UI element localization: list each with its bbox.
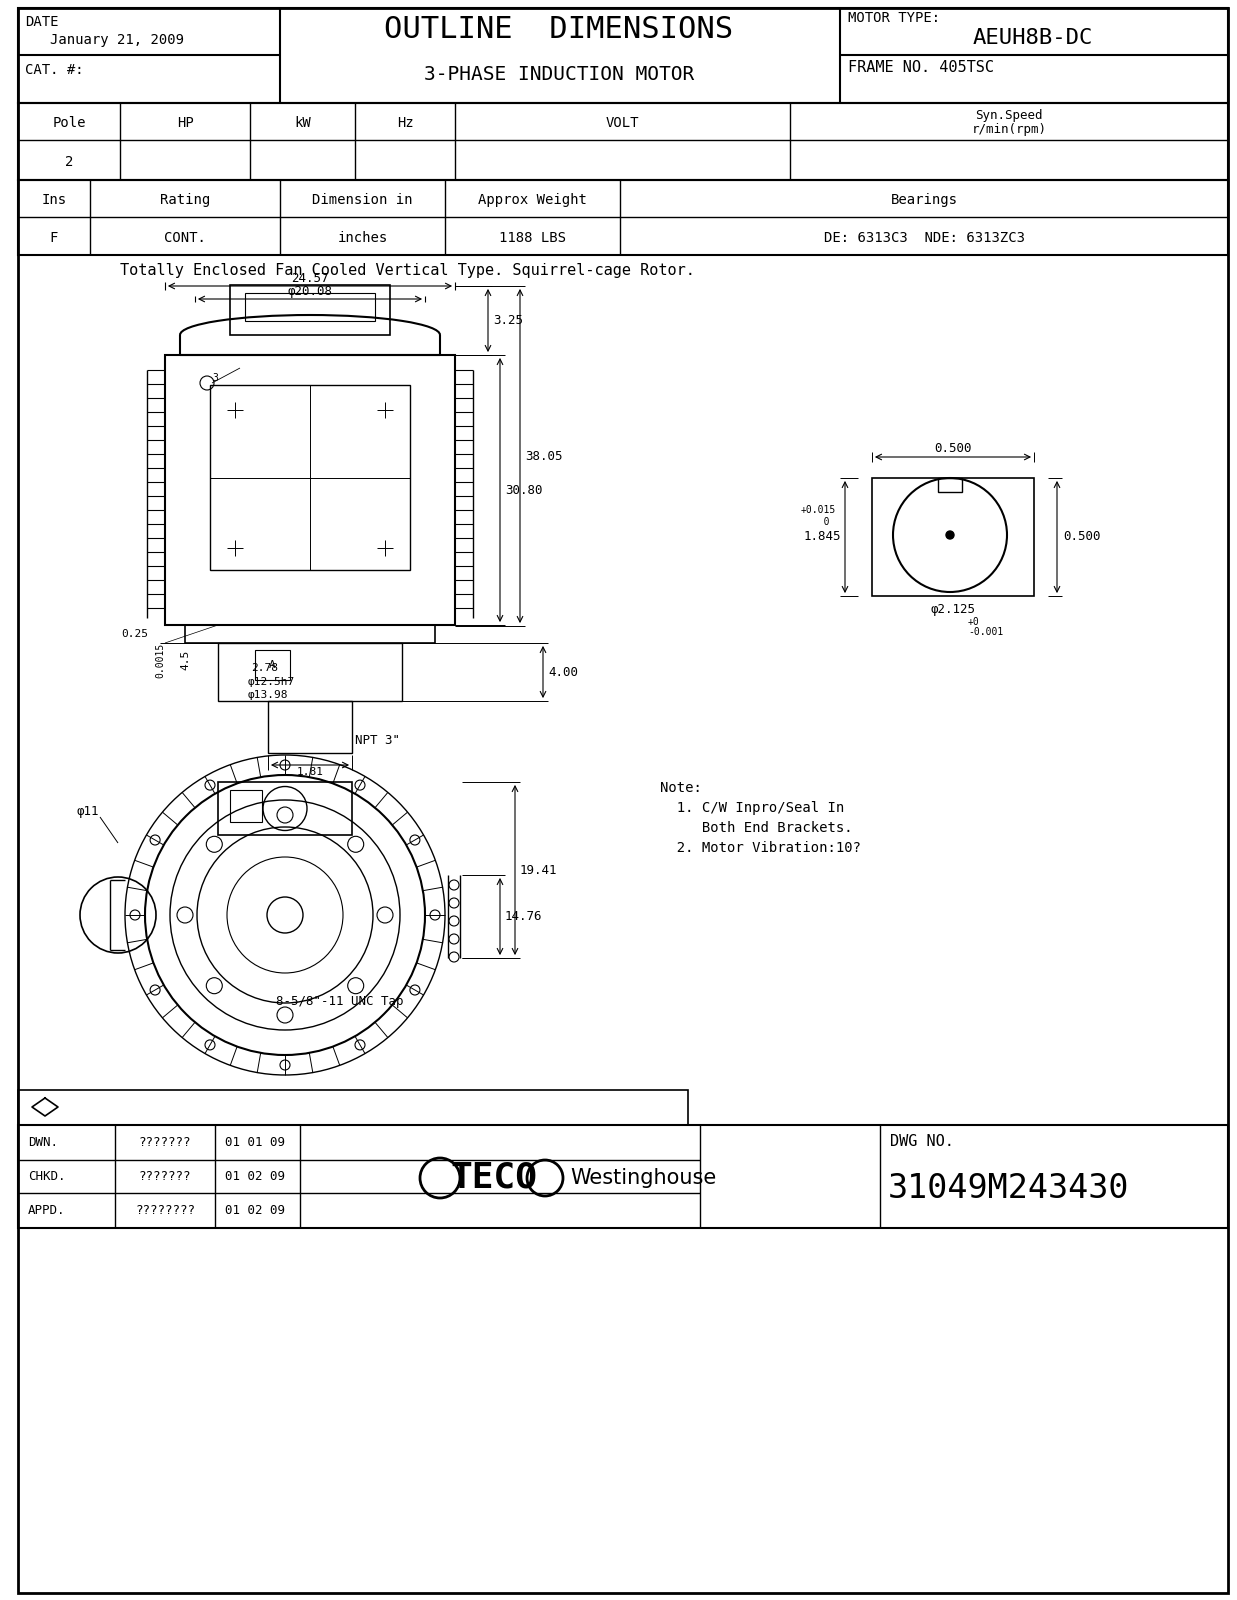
Bar [19, 1090, 688, 1125]
Text: Both End Brackets.: Both End Brackets. [661, 821, 852, 835]
Text: 3-PHASE INDUCTION MOTOR: 3-PHASE INDUCTION MOTOR [424, 66, 694, 85]
Text: Rating: Rating [160, 194, 210, 206]
Text: 8-5/8"-11 UNC Tap: 8-5/8"-11 UNC Tap [276, 995, 403, 1008]
Text: 0.25: 0.25 [121, 629, 148, 638]
Text: φ20.08: φ20.08 [287, 285, 333, 299]
Text: 1.845: 1.845 [804, 531, 841, 544]
Bar [19, 179, 1228, 254]
Bar [19, 1125, 1228, 1229]
Text: Hz: Hz [397, 117, 413, 130]
Bar [245, 293, 375, 322]
Text: 31049M243430: 31049M243430 [888, 1171, 1129, 1205]
Text: ???????: ??????? [139, 1136, 192, 1149]
Text: CHKD.: CHKD. [28, 1170, 66, 1182]
Text: 1. C/W Inpro/Seal In: 1. C/W Inpro/Seal In [661, 802, 844, 814]
Text: NPT 3": NPT 3" [355, 733, 400, 747]
Text: Pole: Pole [52, 117, 85, 130]
Text: 01 02 09: 01 02 09 [225, 1203, 285, 1216]
Text: MOTOR TYPE:: MOTOR TYPE: [849, 11, 940, 26]
Text: TECO: TECO [450, 1162, 537, 1195]
Bar [230, 285, 390, 334]
Text: ???????: ??????? [139, 1170, 192, 1182]
Bar [218, 782, 353, 835]
Text: OUTLINE  DIMENSIONS: OUTLINE DIMENSIONS [385, 16, 734, 45]
Text: 2.78: 2.78 [251, 662, 278, 674]
Text: 0.500: 0.500 [934, 442, 972, 454]
Text: 01 01 09: 01 01 09 [225, 1136, 285, 1149]
Text: -0.001: -0.001 [969, 627, 1003, 637]
Bar [218, 643, 402, 701]
Text: φ13.98: φ13.98 [247, 690, 288, 701]
Text: 14.76: 14.76 [505, 909, 543, 923]
Bar [19, 8, 1228, 102]
Text: ????????: ???????? [135, 1203, 195, 1216]
Text: Syn.Speed: Syn.Speed [975, 109, 1043, 123]
Text: +0: +0 [969, 618, 980, 627]
Text: 3.25: 3.25 [494, 314, 523, 326]
Text: 19.41: 19.41 [520, 864, 558, 877]
Text: 38.05: 38.05 [524, 450, 563, 462]
Text: 3: 3 [212, 373, 218, 382]
Text: DWN.: DWN. [28, 1136, 58, 1149]
Bar [230, 790, 262, 822]
Text: Totally Enclosed Fan Cooled Vertical Type. Squirrel-cage Rotor.: Totally Enclosed Fan Cooled Vertical Typ… [120, 262, 695, 277]
Text: DWG NO.: DWG NO. [889, 1134, 954, 1149]
Text: Dimension in: Dimension in [312, 194, 413, 206]
Text: 2: 2 [64, 155, 73, 170]
Text: 4.00: 4.00 [548, 666, 578, 678]
Text: 1188 LBS: 1188 LBS [499, 230, 567, 245]
Text: 0.0015: 0.0015 [155, 642, 165, 678]
Bar [165, 355, 455, 626]
Text: inches: inches [338, 230, 387, 245]
Text: 1.81: 1.81 [297, 766, 324, 778]
Text: Note:: Note: [661, 781, 701, 795]
Text: CONT.: CONT. [165, 230, 205, 245]
Text: 0: 0 [807, 517, 830, 526]
Text: AEUH8B-DC: AEUH8B-DC [972, 27, 1094, 48]
Bar [19, 102, 1228, 179]
Text: Ins: Ins [41, 194, 67, 206]
Bar [255, 650, 289, 680]
Text: 30.80: 30.80 [505, 483, 543, 496]
Text: φ2.125: φ2.125 [930, 603, 976, 616]
Text: 01 02 09: 01 02 09 [225, 1170, 285, 1182]
Bar [872, 478, 1034, 595]
Text: Approx Weight: Approx Weight [477, 194, 586, 206]
Text: φ11: φ11 [77, 805, 99, 819]
Text: r/min(rpm): r/min(rpm) [971, 123, 1047, 136]
Text: φ12.5h7: φ12.5h7 [247, 677, 296, 686]
Text: Westinghouse: Westinghouse [570, 1168, 716, 1187]
Text: Bearings: Bearings [891, 194, 957, 206]
Bar [186, 626, 435, 643]
Text: kW: kW [294, 117, 310, 130]
Text: VOLT: VOLT [606, 117, 640, 130]
Text: F: F [49, 230, 58, 245]
Text: 24.57: 24.57 [291, 272, 329, 285]
Bar [938, 478, 962, 493]
Circle shape [946, 531, 954, 539]
Text: 4.5: 4.5 [181, 650, 190, 670]
Bar [210, 386, 409, 570]
Text: DATE: DATE [25, 14, 58, 29]
Text: 2. Motor Vibration:10?: 2. Motor Vibration:10? [661, 842, 861, 854]
Text: APPD.: APPD. [28, 1203, 66, 1216]
Text: FRAME NO. 405TSC: FRAME NO. 405TSC [849, 61, 995, 75]
Text: HP: HP [177, 117, 193, 130]
Text: A: A [268, 659, 276, 670]
Text: CAT. #:: CAT. #: [25, 62, 84, 77]
Text: DE: 6313C3  NDE: 6313ZC3: DE: 6313C3 NDE: 6313ZC3 [824, 230, 1024, 245]
Text: 0.500: 0.500 [1063, 531, 1101, 544]
Text: +0.015: +0.015 [800, 506, 836, 515]
Text: January 21, 2009: January 21, 2009 [49, 34, 184, 46]
Bar [268, 701, 353, 754]
